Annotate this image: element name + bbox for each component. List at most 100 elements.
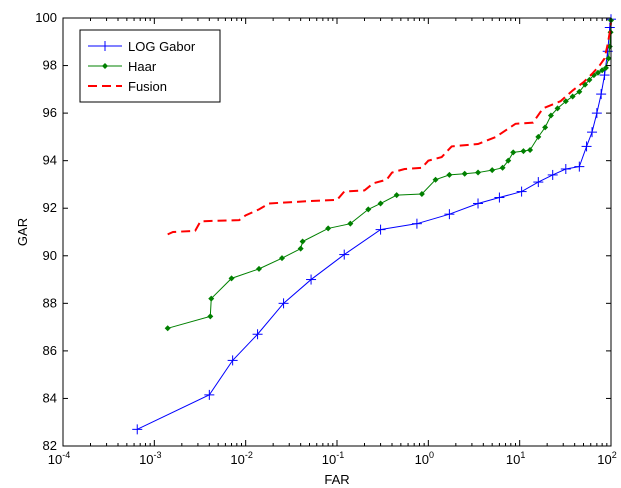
haar-point [297,245,304,252]
haar-point [562,98,569,105]
log-gabor-point [494,192,505,203]
log-gabor-point [560,163,571,174]
log-gabor-point [132,424,143,435]
haar-point [228,275,235,282]
log-gabor-point [533,177,544,188]
legend-entry-fusion: Fusion [88,79,167,94]
series-line-fusion [167,22,612,236]
haar-point [586,76,593,83]
y-tick-label: 88 [43,295,57,310]
y-tick-label: 82 [43,438,57,453]
haar-point [599,67,606,74]
log-gabor-point [547,169,558,180]
haar-point [576,88,583,95]
y-tick-label: 98 [43,58,57,73]
x-axis-title: FAR [324,472,349,487]
y-tick-label: 84 [43,390,57,405]
haar-point [605,55,612,62]
haar-point [527,146,534,153]
y-tick-label: 94 [43,153,57,168]
haar-point [377,200,384,207]
haar-point [569,93,576,100]
legend-log-gabor-point [100,41,110,51]
x-tick-exponent: -2 [245,450,253,460]
haar-point [510,149,517,156]
log-gabor-point [473,198,484,209]
haar-point [461,170,468,177]
legend-label-fusion: Fusion [128,79,167,94]
haar-point [602,64,609,71]
legend-haar-point [102,63,108,69]
haar-point [164,325,171,332]
x-tick-exponent: -3 [154,450,162,460]
x-tick-exponent: 1 [520,450,525,460]
x-tick-exponent: 0 [429,450,434,460]
y-tick-label: 90 [43,248,57,263]
haar-point [279,255,286,262]
y-tick-label: 96 [43,105,57,120]
log-gabor-point [599,70,610,81]
legend-entry-log-gabor: LOG Gabor [88,39,196,54]
y-tick-label: 100 [35,10,57,25]
log-gabor-point [227,355,238,366]
haar-point [542,124,549,131]
haar-point [489,167,496,174]
log-gabor-point [574,161,585,172]
log-gabor-point [591,108,602,119]
x-tick-label: 10-4 [48,450,70,467]
haar-point [299,238,306,245]
x-tick-base: 10 [506,452,520,467]
x-tick-base: 10 [415,452,429,467]
legend-entry-haar: Haar [88,59,157,74]
haar-point [256,265,263,272]
log-gabor-point [587,127,598,138]
legend-label-log-gabor: LOG Gabor [128,39,196,54]
haar-point [499,164,506,171]
haar-point [432,176,439,183]
log-gabor-point [375,224,386,235]
x-tick-exponent: -4 [62,450,70,460]
x-tick-label: 10-2 [230,450,252,467]
log-gabor-point [252,329,263,340]
x-tick-base: 10 [48,452,62,467]
log-gabor-point [444,209,455,220]
x-tick-base: 10 [322,452,336,467]
x-tick-exponent: -1 [336,450,344,460]
haar-point [594,69,601,76]
haar-point [208,295,215,302]
x-tick-label: 102 [597,450,616,467]
log-gabor-point [204,389,215,400]
x-tick-label: 10-1 [322,450,344,467]
series-fusion [167,22,612,236]
haar-point [535,133,542,140]
x-tick-label: 10-3 [139,450,161,467]
legend: LOG Gabor Haar Fusion [79,29,221,103]
haar-point [347,220,354,227]
x-tick-base: 10 [230,452,244,467]
haar-point [520,148,527,155]
x-tick-base: 10 [597,452,611,467]
log-gabor-point [596,89,607,100]
x-tick-base: 10 [139,452,153,467]
haar-point [393,192,400,199]
log-gabor-point [339,249,350,260]
series-log-gabor [132,14,616,435]
y-axis-title: GAR [15,218,30,246]
haar-point [418,190,425,197]
haar-point [207,313,214,320]
x-tick-label: 101 [506,450,525,467]
haar-point [325,225,332,232]
haar-point [547,112,554,119]
log-gabor-point [306,274,317,285]
log-gabor-point [581,141,592,152]
legend-label-haar: Haar [128,59,157,74]
y-tick-label: 92 [43,200,57,215]
haar-point [505,157,512,164]
haar-point [475,169,482,176]
log-gabor-point [516,186,527,197]
x-tick-label: 100 [415,450,434,467]
haar-point [365,206,372,213]
log-gabor-point [278,298,289,309]
